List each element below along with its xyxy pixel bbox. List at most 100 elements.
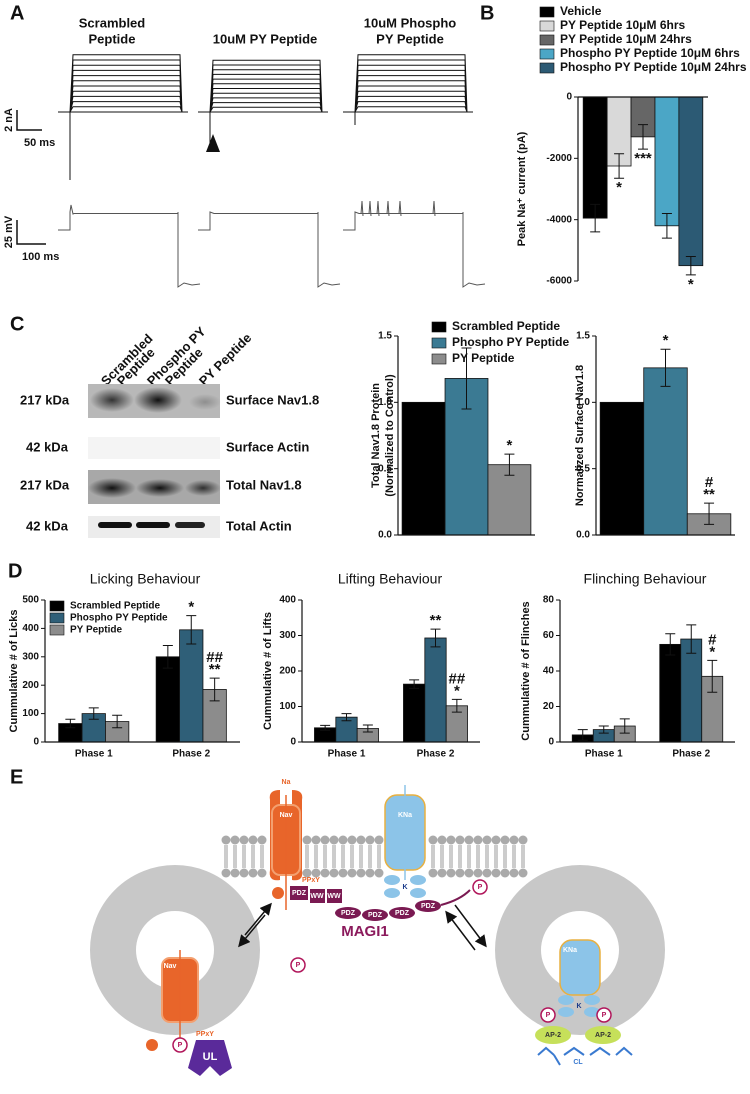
- legend-label: Phospho PY Peptide: [452, 335, 569, 349]
- significance: *: [663, 332, 669, 349]
- lipid-head: [239, 835, 249, 845]
- lipid-head: [356, 868, 366, 878]
- legend-label: Scrambled Peptide: [452, 319, 560, 333]
- significance: *: [507, 437, 513, 454]
- lipid-head: [518, 835, 528, 845]
- lipid-head: [491, 868, 501, 878]
- legend-label: Phospho PY Peptide 10μM 6hrs: [560, 46, 740, 60]
- y-tick-label: 1.0: [378, 397, 392, 408]
- diagram-label: UL: [203, 1051, 218, 1063]
- traces: [58, 54, 486, 288]
- y-axis-label: (Normalized to Control): [384, 374, 396, 497]
- blot-size: 217 kDa: [20, 392, 70, 407]
- lipid-head: [482, 868, 492, 878]
- y-tick-label: 0.5: [378, 463, 392, 474]
- chart: 0.0 0.5 1.0 1.5 Total Nav1.8 Protein (Normali…: [370, 319, 570, 540]
- significance: *: [616, 179, 622, 196]
- lipid-head: [446, 868, 456, 878]
- current-trace: [198, 59, 328, 150]
- bar: [599, 401, 645, 536]
- legend-label: Phospho PY Peptide 10μM 24hrs: [560, 60, 747, 74]
- y-axis-label: Normalized Surface Nav1.8: [574, 365, 586, 506]
- lipid-head: [509, 868, 519, 878]
- y-tick-label: 0.0: [378, 530, 392, 541]
- lipid-head: [311, 868, 321, 878]
- y-tick-label: -4000: [546, 214, 572, 225]
- diagram-label: PPxY: [196, 1031, 214, 1038]
- bar: [424, 637, 447, 743]
- legend-label: PY Peptide: [452, 351, 515, 365]
- bar: [643, 367, 688, 536]
- y-tick-label: 400: [22, 623, 39, 634]
- chart-title: Licking Behaviour: [90, 571, 201, 587]
- x-tick-label: Phase 1: [75, 749, 113, 760]
- diagram-label: WW: [310, 893, 324, 900]
- blot-label: Total Nav1.8: [226, 477, 302, 492]
- legend-label: Scrambled Peptide: [70, 601, 160, 612]
- y-tick-label: 80: [543, 595, 555, 606]
- lipid-head: [365, 868, 375, 878]
- x-tick-label: Phase 1: [585, 749, 623, 760]
- lipid-head: [464, 835, 474, 845]
- lipid-head: [437, 835, 447, 845]
- panel-label: D: [8, 560, 22, 582]
- error-bar: [461, 347, 472, 410]
- lipid-head: [518, 868, 528, 878]
- diagram-label: CL: [573, 1059, 583, 1066]
- legend-label: Phospho PY Peptide: [70, 613, 168, 624]
- significance: #: [708, 631, 717, 648]
- y-tick-label: 200: [279, 666, 296, 677]
- diagram-label: KNa: [563, 947, 577, 954]
- chart: 0 20 40 60 80 Cummulative # of Flinches Flinch…: [520, 571, 735, 760]
- panel-label: B: [480, 2, 494, 24]
- lipid-head: [500, 835, 510, 845]
- trace-header: Peptide: [89, 31, 136, 46]
- error-bar: [665, 633, 676, 656]
- error-bar: [162, 644, 173, 669]
- diagram-label: P: [178, 1042, 183, 1049]
- blot-size: 217 kDa: [20, 477, 70, 492]
- chart-title: Flinching Behaviour: [584, 571, 707, 587]
- significance: *: [688, 276, 694, 293]
- panel-label: C: [10, 313, 24, 335]
- bar: [179, 629, 204, 743]
- blot-size: 42 kDa: [26, 439, 69, 454]
- error-bar: [341, 713, 352, 722]
- y-axis-label: Total Nav1.8 Protein: [370, 383, 382, 488]
- y-tick-label: 500: [22, 595, 39, 606]
- legend-label: PY Peptide 10μM 6hrs: [560, 18, 685, 32]
- significance: ***: [634, 150, 652, 167]
- chart: 0.0 0.5 1.0 1.5 Normalized Surface Nav1.8 * #*…: [574, 331, 735, 541]
- bar: [654, 96, 680, 227]
- y-axis-label: Cummulative # of Licks: [8, 610, 20, 733]
- bar: [678, 96, 704, 267]
- y-tick-label: 100: [279, 701, 296, 712]
- diagram-label: P: [546, 1012, 551, 1019]
- significance: **: [209, 661, 221, 678]
- legend-swatch: [49, 624, 65, 636]
- current-trace: [58, 54, 188, 180]
- error-bar: [685, 255, 696, 276]
- significance: **: [430, 612, 442, 629]
- lipid-head: [257, 835, 267, 845]
- y-tick-label: 100: [22, 708, 39, 719]
- lipid-head: [221, 835, 231, 845]
- significance: **: [703, 486, 715, 503]
- lipid-head: [230, 868, 240, 878]
- diagram-label: PPxY: [302, 877, 320, 884]
- lipid-head: [311, 835, 321, 845]
- bar: [403, 683, 426, 743]
- legend-label: PY Peptide 10μM 24hrs: [560, 32, 692, 46]
- error-bar: [707, 659, 718, 693]
- lipid-head: [338, 868, 348, 878]
- diagram-label: MAGI1: [341, 923, 389, 940]
- y-tick-label: 0: [548, 737, 554, 748]
- error-bar: [88, 707, 99, 720]
- legend-swatch: [539, 20, 555, 32]
- error-bar: [660, 348, 671, 387]
- chart-title: Lifting Behaviour: [338, 571, 443, 587]
- y-tick-label: 200: [22, 680, 39, 691]
- lipid-head: [428, 835, 438, 845]
- bar: [401, 401, 446, 536]
- lipid-head: [221, 868, 231, 878]
